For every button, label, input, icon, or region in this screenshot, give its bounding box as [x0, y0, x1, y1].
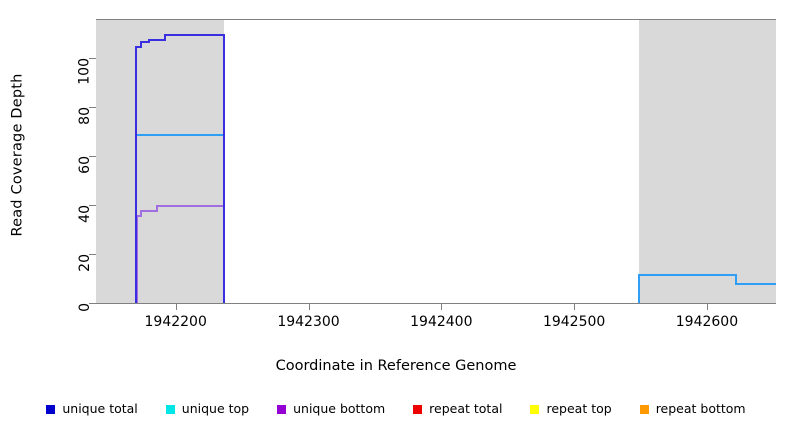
y-axis-tick: 20 [40, 254, 96, 272]
legend-swatch-icon [277, 404, 287, 414]
y-axis-tick-label: 100 [77, 58, 93, 85]
series-segment [148, 38, 151, 44]
series-segment [136, 214, 139, 304]
series-segment [157, 205, 224, 208]
y-axis-tick: 0 [40, 303, 96, 312]
y-axis-tick-label: 60 [77, 156, 93, 174]
series-segment [639, 273, 737, 276]
series-segment [134, 45, 137, 304]
shaded-region [96, 20, 224, 304]
series-segment [137, 214, 142, 217]
shaded-region [639, 20, 776, 304]
y-axis-tick-mark [89, 205, 96, 207]
legend-item[interactable]: repeat total [413, 400, 503, 416]
x-axis-tick-mark [175, 303, 177, 310]
x-axis-title: Coordinate in Reference Genome [0, 358, 792, 374]
y-axis-tick-label: 40 [77, 205, 93, 223]
y-axis-tick-label: 80 [77, 107, 93, 125]
legend-swatch-icon [46, 404, 56, 414]
legend-item[interactable]: repeat bottom [639, 400, 746, 416]
x-axis-tick-label: 1942500 [542, 314, 606, 330]
series-segment [141, 209, 158, 212]
x-axis-tick-label: 1942300 [277, 314, 340, 330]
series-segment [222, 33, 225, 304]
x-axis-tick-label: 1942200 [144, 314, 207, 330]
legend-swatch-icon [165, 404, 175, 414]
legend-item[interactable]: unique total [46, 400, 138, 416]
y-axis-tick-mark [89, 156, 96, 158]
legend-label: unique top [181, 400, 250, 416]
legend-label: unique total [62, 400, 138, 416]
y-axis-tick-mark [89, 58, 96, 60]
plot-panel [96, 19, 776, 304]
legend-swatch-icon [413, 404, 423, 414]
legend-item[interactable]: repeat top [530, 400, 612, 416]
x-axis-tick-mark [308, 303, 310, 310]
legend-label: repeat top [546, 400, 612, 416]
x-axis-tick-label: 1942400 [410, 314, 473, 330]
series-segment [135, 45, 142, 48]
series-segment [736, 283, 776, 286]
legend-swatch-icon [530, 404, 540, 414]
series-segment [140, 209, 143, 217]
x-axis-title-text: Coordinate in Reference Genome [275, 358, 517, 374]
series-segment [638, 273, 641, 304]
legend-swatch-icon [639, 404, 649, 414]
chart-legend: unique total unique top unique bottom repea… [0, 398, 792, 420]
x-axis-tick-mark [706, 303, 708, 310]
y-axis-tick-label: 0 [77, 303, 93, 312]
x-axis: 1942200 1942300 1942400 1942500 1942600 [96, 303, 776, 330]
series-segment [141, 41, 150, 44]
legend-label: repeat total [429, 400, 503, 416]
series-segment [164, 33, 167, 41]
y-axis-tick-label: 20 [77, 254, 93, 272]
y-axis-tick: 100 [40, 58, 96, 85]
series-segment [140, 41, 143, 48]
series-segment [135, 134, 224, 137]
series-segment [165, 33, 224, 36]
y-axis-title: Read Coverage Depth [0, 0, 36, 310]
x-axis-tick-mark [574, 303, 576, 310]
y-axis-ticks: 0 20 40 60 80 100 [40, 0, 96, 432]
legend-label: unique bottom [293, 400, 386, 416]
y-axis-tick-mark [89, 254, 96, 256]
y-axis-tick: 60 [40, 156, 96, 174]
series-segment [156, 205, 159, 212]
y-axis-tick: 80 [40, 107, 96, 125]
y-axis-tick-mark [89, 107, 96, 109]
y-axis-tick-mark [89, 303, 96, 304]
series-segment [735, 273, 738, 286]
series-segment [149, 38, 166, 41]
x-axis-tick-mark [441, 303, 443, 310]
legend-label: repeat bottom [655, 400, 746, 416]
legend-item[interactable]: unique bottom [277, 400, 386, 416]
y-axis-tick: 40 [40, 205, 96, 223]
y-axis-title-text: Read Coverage Depth [10, 73, 26, 237]
legend-item[interactable]: unique top [165, 400, 250, 416]
plot-area [96, 20, 776, 304]
x-axis-tick-label: 1942600 [675, 314, 739, 330]
